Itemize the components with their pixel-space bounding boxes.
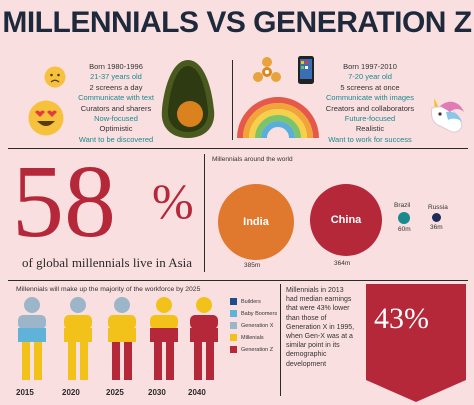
year-label: 2020 bbox=[62, 388, 80, 397]
legend-item: Generation X bbox=[230, 322, 273, 329]
smartphone-icon bbox=[298, 56, 314, 84]
genz-trait: Future-focused bbox=[344, 114, 396, 124]
asia-percentage-sign: % bbox=[152, 173, 194, 229]
india-label: India bbox=[243, 216, 269, 228]
legend-swatch bbox=[230, 346, 237, 353]
worker-figure bbox=[108, 297, 136, 380]
china-label: China bbox=[330, 214, 362, 226]
legend-label: Generation Z bbox=[241, 346, 274, 353]
worker-figure bbox=[64, 297, 92, 380]
legend-item: Builders bbox=[230, 298, 261, 305]
legend-swatch bbox=[230, 298, 237, 305]
legend-item: Generation Z bbox=[230, 346, 273, 353]
genz-trait: Communicate with images bbox=[326, 93, 414, 103]
genz-trait: 5 screens at once bbox=[340, 82, 400, 92]
russia-value: 36m bbox=[430, 224, 443, 231]
russia-label: Russia bbox=[428, 204, 448, 211]
emoji-heart-eyes-icon bbox=[28, 100, 64, 136]
divider bbox=[8, 280, 468, 281]
legend-swatch bbox=[230, 310, 237, 317]
page-title: MILLENNIALS VS GENERATION Z bbox=[2, 6, 472, 39]
earnings-pennant bbox=[366, 284, 466, 402]
emoji-sad-icon bbox=[44, 66, 66, 88]
china-circle: China bbox=[310, 184, 382, 256]
genz-trait: Want to work for success bbox=[328, 134, 412, 144]
legend-item: Baby Boomers bbox=[230, 310, 277, 317]
legend-swatch bbox=[230, 334, 237, 341]
brazil-circle bbox=[398, 212, 410, 224]
legend-item: Millenials bbox=[230, 334, 264, 341]
year-label: 2030 bbox=[148, 388, 166, 397]
millennials-traits: Born 1980-1996 21-37 years old 2 screens… bbox=[70, 62, 162, 145]
divider bbox=[232, 60, 233, 140]
india-value: 385m bbox=[244, 262, 261, 269]
genz-trait: Realistic bbox=[355, 124, 385, 134]
unicorn-icon bbox=[420, 92, 466, 138]
india-circle: India bbox=[218, 184, 294, 260]
divider bbox=[280, 284, 281, 396]
brazil-value: 60m bbox=[398, 226, 411, 233]
legend-label: Generation X bbox=[241, 322, 274, 329]
millennials-trait: Want to be discovered bbox=[78, 134, 154, 144]
earnings-text: Millennials in 2013 had median earnings … bbox=[286, 287, 355, 368]
asia-caption: of global millennials live in Asia bbox=[22, 255, 193, 270]
millennials-trait: Optimistic bbox=[99, 124, 133, 134]
genz-trait: Creators and collaborators bbox=[325, 103, 415, 113]
avocado-icon bbox=[158, 58, 218, 140]
divider bbox=[204, 154, 205, 272]
asia-percentage-number: 58 bbox=[12, 144, 116, 259]
world-title: Millennials around the world bbox=[212, 156, 293, 163]
legend-swatch bbox=[230, 322, 237, 329]
genz-traits: Born 1997-2010 7-20 year old 5 screens a… bbox=[318, 62, 422, 145]
worker-figure bbox=[190, 297, 218, 380]
millennials-trait: Curators and sharers bbox=[80, 103, 152, 113]
legend-label: Millenials bbox=[241, 334, 264, 341]
fidget-spinner-icon bbox=[252, 56, 282, 86]
millennials-trait: 21-37 years old bbox=[90, 72, 142, 82]
china-value: 364m bbox=[334, 260, 351, 267]
millennials-trait: Now-focused bbox=[94, 114, 138, 124]
genz-trait: Born 1997-2010 bbox=[343, 62, 397, 71]
earnings-percentage: 43% bbox=[374, 302, 429, 335]
millennials-trait: 2 screens a day bbox=[89, 82, 143, 92]
year-label: 2025 bbox=[106, 388, 124, 397]
legend-label: Builders bbox=[241, 298, 261, 305]
russia-circle bbox=[432, 213, 441, 222]
year-label: 2015 bbox=[16, 388, 34, 397]
year-label: 2040 bbox=[188, 388, 206, 397]
worker-figure bbox=[150, 297, 178, 380]
worker-figure bbox=[18, 297, 46, 380]
genz-trait: 7-20 year old bbox=[348, 72, 392, 82]
legend-label: Baby Boomers bbox=[241, 310, 278, 317]
workforce-title: Millennials will make up the majority of… bbox=[16, 286, 201, 293]
millennials-trait: Communicate with text bbox=[78, 93, 154, 103]
millennials-trait: Born 1980-1996 bbox=[89, 62, 143, 71]
divider bbox=[8, 148, 468, 149]
rainbow-icon bbox=[236, 92, 320, 139]
brazil-label: Brazil bbox=[394, 202, 411, 209]
